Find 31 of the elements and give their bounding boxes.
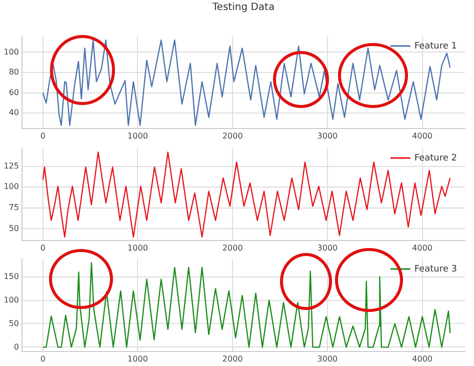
x-tick-label: 0 [40,131,46,140]
y-tick-label: 40 [8,108,19,118]
y-tick-label: 100 [4,182,19,192]
x-tick-label: 3000 [317,354,338,364]
y-tick-label: 80 [8,68,19,77]
legend-label: Feature 2 [414,153,458,164]
x-tick-label: 1000 [128,131,148,140]
chart-title: Testing Data [211,2,276,13]
y-tick-label: 0 [14,342,19,352]
x-tick-label: 0 [40,243,46,252]
x-tick-label: 4000 [412,243,432,252]
legend-label: Feature 1 [414,41,458,52]
x-tick-label: 3000 [317,243,338,252]
legend-label: Feature 3 [414,264,458,274]
y-tick-label: 60 [8,88,19,97]
x-tick-label: 0 [40,354,46,364]
x-tick-label: 1000 [128,354,148,364]
y-tick-label: 75 [8,203,19,212]
y-tick-label: 100 [4,47,19,56]
x-tick-label: 1000 [128,243,148,252]
x-tick-label: 2000 [222,243,243,252]
x-tick-label: 4000 [412,354,432,364]
y-tick-label: 125 [4,161,19,170]
x-tick-label: 3000 [317,131,338,140]
y-tick-label: 50 [8,318,19,328]
y-tick-label: 50 [8,224,19,233]
x-tick-label: 2000 [222,131,243,140]
x-tick-label: 4000 [412,131,432,140]
y-tick-label: 150 [4,272,19,281]
x-tick-label: 2000 [222,354,243,364]
y-tick-label: 100 [4,295,19,304]
